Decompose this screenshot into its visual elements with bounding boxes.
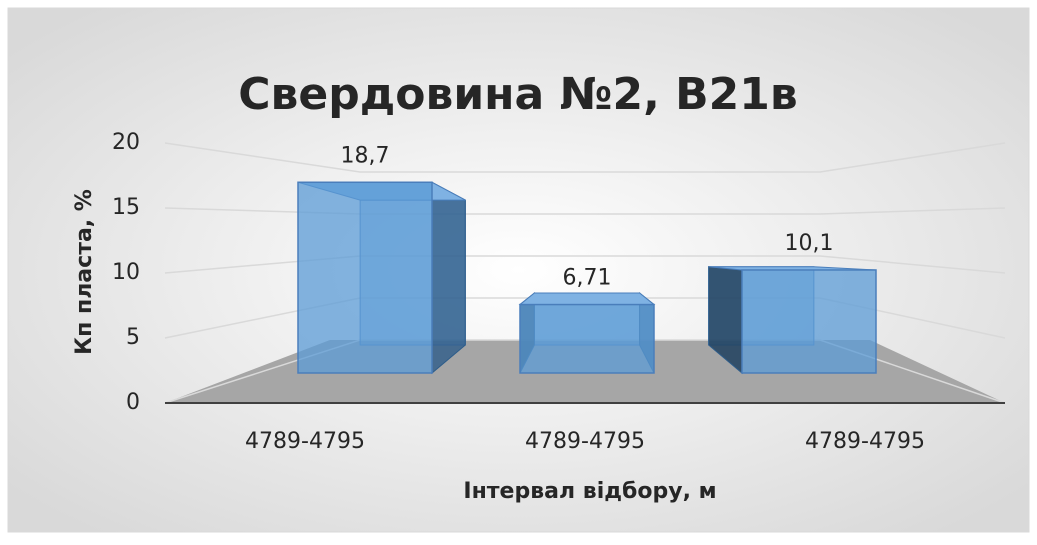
chart-title: Свердовина №2, В21в	[238, 69, 798, 120]
grid-line	[164, 142, 1006, 173]
grid-line	[164, 207, 1006, 215]
bar-group	[297, 181, 466, 375]
x-tick-label: 4789-4795	[805, 429, 925, 454]
x-tick-label: 4789-4795	[525, 429, 645, 454]
bar-top	[518, 292, 656, 306]
grid-line	[164, 255, 1006, 274]
plot-area	[164, 142, 1006, 404]
data-label: 6,71	[563, 266, 612, 291]
data-label: 10,1	[785, 231, 834, 256]
bar	[741, 269, 877, 374]
y-tick-label: 15	[112, 195, 140, 220]
y-tick-label: 20	[112, 130, 140, 155]
bar	[297, 181, 433, 374]
bar-side	[431, 181, 466, 375]
x-axis-title: Інтервал відбору, м	[463, 479, 716, 504]
y-tick-label: 0	[126, 390, 140, 415]
data-label: 18,7	[341, 143, 390, 168]
y-tick-label: 5	[126, 325, 140, 350]
bar	[519, 303, 655, 374]
y-axis-title: Кп пласта, %	[72, 189, 97, 355]
bar-group	[518, 291, 656, 374]
x-tick-label: 4789-4795	[245, 429, 365, 454]
y-tick-label: 10	[112, 260, 140, 285]
bar-group	[708, 266, 877, 375]
